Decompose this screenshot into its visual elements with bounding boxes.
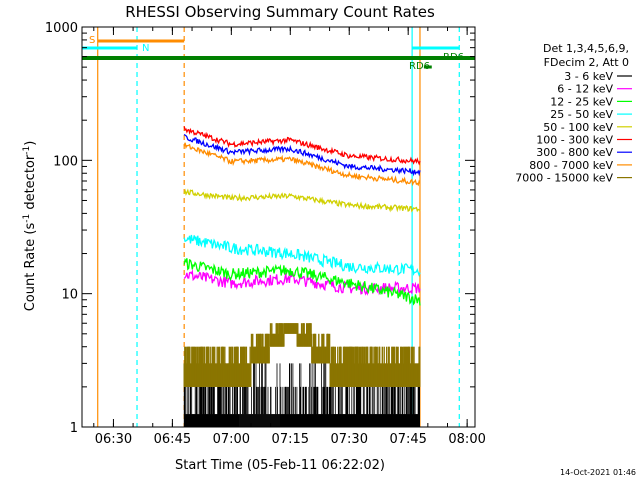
annotation-rd6-4: RD6 <box>443 52 464 63</box>
legend-header-line1: Det 1,3,4,5,6,9, <box>543 42 629 55</box>
legend-label-6: 100 - 300 keV <box>536 134 613 147</box>
y-axis-label-part1: Count Rate (s <box>23 223 38 312</box>
legend-label-1: 3 - 6 keV <box>564 70 613 83</box>
legend-label-3: 12 - 25 keV <box>550 95 613 108</box>
x-tick-label-2: 06:45 <box>154 432 191 447</box>
y-axis-label-sup2: -1 <box>22 146 32 155</box>
y-axis-label-part2: detector <box>23 154 38 214</box>
series-300-800-kev <box>183 133 421 177</box>
series-25-50-kev <box>183 234 421 278</box>
x-tick-label-1: 06:30 <box>95 432 132 447</box>
legend-label-4: 25 - 50 keV <box>550 108 613 121</box>
legend-label-2: 6 - 12 keV <box>557 83 613 96</box>
series-12-25-kev <box>183 258 421 306</box>
y-axis-label-sup1: -1 <box>22 214 32 223</box>
series-50-100-kev <box>183 188 421 213</box>
annotation-rd6-3: RD6 <box>409 61 430 72</box>
x-tick-label-7: 08:00 <box>448 432 485 447</box>
series-100-300-kev <box>183 126 421 166</box>
x-axis-label: Start Time (05-Feb-11 06:22:02) <box>175 458 385 473</box>
y-tick-label-1: 1 <box>70 421 78 436</box>
x-tick-label-6: 07:45 <box>389 432 426 447</box>
legend-header-line2: FDecim 2, Att 0 <box>544 56 629 69</box>
y-axis-label-part3: ) <box>23 141 38 146</box>
legend-label-8: 800 - 7000 keV <box>529 159 613 172</box>
annotation-n-2: N <box>142 43 149 54</box>
footer-timestamp: 14-Oct-2021 01:46 <box>560 468 636 477</box>
plot-frame <box>81 26 476 428</box>
plot-area: S N RD6 RD6 <box>81 26 476 428</box>
legend-label-7: 300 - 800 keV <box>536 146 613 159</box>
annotation-s-1: S <box>89 35 95 46</box>
legend-label-9: 7000 - 15000 keV <box>515 172 613 185</box>
chart-title: RHESSI Observing Summary Count Rates <box>125 3 435 21</box>
x-tick-label-4: 07:15 <box>272 432 309 447</box>
x-tick-label-5: 07:30 <box>331 432 368 447</box>
x-tick-label-3: 07:00 <box>213 432 250 447</box>
y-tick-label-2: 10 <box>61 288 78 303</box>
y-tick-label-3: 100 <box>53 154 78 169</box>
legend: Det 1,3,4,5,6,9, FDecim 2, Att 0 3 - 6 k… <box>515 42 632 185</box>
series-7000-15000-kev <box>183 323 421 387</box>
y-tick-label-4: 1000 <box>45 21 78 36</box>
y-axis-label: Count Rate (s-1 detector-1) <box>22 141 38 312</box>
axis-ticks: 06:30 06:45 07:00 07:15 07:30 07:45 08:00 1 10 10… <box>45 21 486 447</box>
series-800-7000-kev <box>183 142 421 187</box>
legend-label-5: 50 - 100 keV <box>543 121 613 134</box>
series-6-12-kev <box>183 269 421 296</box>
